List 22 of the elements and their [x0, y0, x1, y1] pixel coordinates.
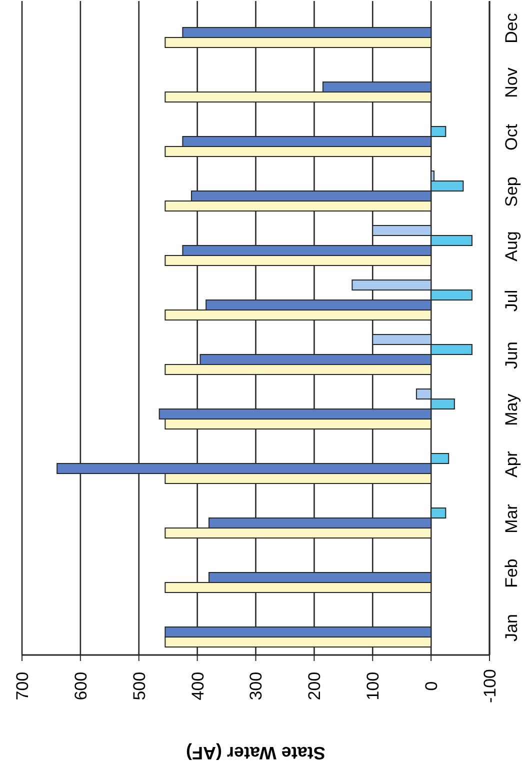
- y-tick-label: Feb: [502, 558, 521, 588]
- y-tick-label: Jul: [502, 290, 521, 312]
- y-tick-label: Jun: [502, 342, 521, 369]
- x-axis-title: State Water (AF): [186, 742, 326, 764]
- x-tick-label: -100: [480, 668, 500, 704]
- y-tick-label: Nov: [502, 67, 521, 98]
- x-tick-label: 200: [305, 672, 324, 700]
- x-tick-label: 400: [188, 672, 208, 700]
- x-tick-label: 100: [364, 672, 383, 700]
- y-tick-label: Jan: [502, 614, 521, 642]
- x-tick-label: 0: [422, 681, 442, 691]
- y-tick-label: Mar: [502, 504, 521, 534]
- y-tick-label: Aug: [502, 231, 521, 262]
- y-tick-label: Oct: [502, 124, 521, 150]
- x-tick-label: 600: [71, 672, 90, 700]
- x-tick-label: 700: [12, 672, 32, 700]
- y-tick-label: Sep: [502, 176, 521, 207]
- x-tick-label: 300: [246, 672, 266, 700]
- y-tick-label: May: [502, 393, 521, 426]
- x-tick-label: 500: [130, 672, 149, 700]
- y-tick-label: Apr: [502, 450, 521, 478]
- y-tick-label: Dec: [502, 12, 521, 44]
